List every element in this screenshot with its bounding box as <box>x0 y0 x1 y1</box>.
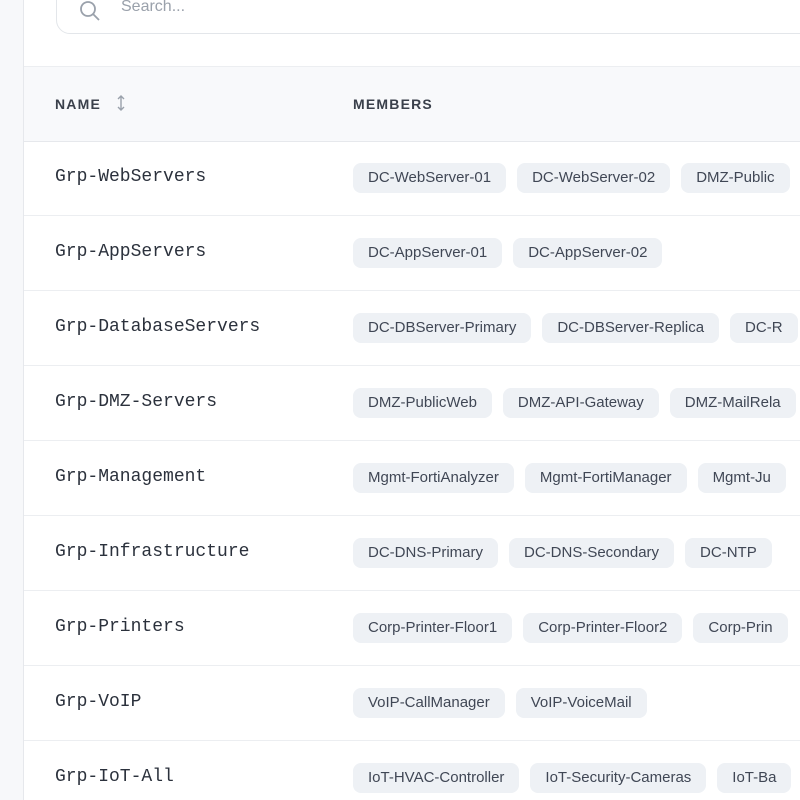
group-name: Grp-IoT-All <box>55 767 174 787</box>
member-chip: IoT-Ba <box>717 763 792 793</box>
member-chip: Corp-Prin <box>693 613 788 643</box>
member-chip: DC-AppServer-02 <box>513 238 663 268</box>
column-header: MEMBERS <box>353 96 433 112</box>
member-list: DC-AppServer-01 DC-AppServer-02 <box>353 238 663 268</box>
member-chip: Mgmt-Ju <box>697 463 786 493</box>
group-name: Grp-AppServers <box>55 242 207 262</box>
column-header[interactable]: NAME <box>55 96 102 112</box>
table-row: Grp-Infrastructure DC-DNS-Primary DC-DNS-S… <box>24 516 800 591</box>
member-chip: DC-DBServer-Primary <box>353 313 532 343</box>
member-list: Corp-Printer-Floor1 Corp-Printer-Floor2 Co… <box>353 613 788 643</box>
member-chip: DMZ-Public <box>681 163 790 193</box>
member-chip: DC-NTP <box>685 538 772 568</box>
search-placeholder: Search... <box>121 0 186 15</box>
member-chip: DC-WebServer-02 <box>517 163 671 193</box>
member-chip: DC-DNS-Primary <box>353 538 498 568</box>
member-list: VoIP-CallManager VoIP-VoiceMail <box>353 688 647 718</box>
member-chip: Corp-Printer-Floor1 <box>353 613 513 643</box>
group-name: Grp-Infrastructure <box>55 542 250 562</box>
group-name: Grp-WebServers <box>55 167 207 187</box>
table-row: Grp-AppServers DC-AppServer-01 DC-AppServe… <box>24 216 800 291</box>
table-row: Grp-DMZ-Servers DMZ-PublicWeb DMZ-API-Gate… <box>24 366 800 441</box>
member-chip: IoT-HVAC-Controller <box>353 763 520 793</box>
table-row: Grp-Management Mgmt-FortiAnalyzer Mgmt-For… <box>24 441 800 516</box>
table-row: Grp-DatabaseServers DC-DBServer-Primary DC… <box>24 291 800 366</box>
member-list: IoT-HVAC-Controller IoT-Security-Cameras I… <box>353 763 792 793</box>
member-list: DC-DBServer-Primary DC-DBServer-Replica DC… <box>353 313 798 343</box>
table-row: Grp-WebServers DC-WebServer-01 DC-WebServe… <box>24 141 800 216</box>
member-chip: VoIP-VoiceMail <box>515 688 647 718</box>
group-name: Grp-DMZ-Servers <box>55 392 218 412</box>
member-chip: DMZ-MailRela <box>669 388 796 418</box>
member-chip: DC-DBServer-Replica <box>542 313 720 343</box>
member-chip: DC-DNS-Secondary <box>509 538 675 568</box>
member-list: DC-DNS-Primary DC-DNS-Secondary DC-NTP <box>353 538 772 568</box>
group-name: Grp-DatabaseServers <box>55 317 261 337</box>
group-name: Grp-Management <box>55 467 207 487</box>
member-chip: DC-WebServer-01 <box>353 163 507 193</box>
member-chip: DMZ-PublicWeb <box>353 388 492 418</box>
member-list: DC-WebServer-01 DC-WebServer-02 DMZ-Public <box>353 163 790 193</box>
member-chip: DMZ-API-Gateway <box>502 388 659 418</box>
table-row: Grp-Printers Corp-Printer-Floor1 Corp-Prin… <box>24 591 800 666</box>
member-chip: DC-R <box>730 313 798 343</box>
main-panel: Search... NAME MEMBERS Grp-WebServers DC-… <box>23 0 800 800</box>
search-box[interactable]: Search... <box>56 0 800 34</box>
member-chip: DC-AppServer-01 <box>353 238 503 268</box>
member-chip: VoIP-CallManager <box>353 688 505 718</box>
member-list: DMZ-PublicWeb DMZ-API-Gateway DMZ-MailRela <box>353 388 796 418</box>
group-name: Grp-VoIP <box>55 692 142 712</box>
member-chip: Corp-Printer-Floor2 <box>523 613 683 643</box>
member-list: Mgmt-FortiAnalyzer Mgmt-FortiManager Mgmt-… <box>353 463 786 493</box>
table-row: Grp-VoIP VoIP-CallManager VoIP-VoiceMail <box>24 666 800 741</box>
sort-icon[interactable] <box>116 95 126 111</box>
group-name: Grp-Printers <box>55 617 185 637</box>
table-header: NAME MEMBERS <box>24 66 800 142</box>
member-chip: Mgmt-FortiManager <box>524 463 687 493</box>
member-chip: Mgmt-FortiAnalyzer <box>353 463 514 493</box>
search-icon <box>80 1 100 21</box>
table-row: Grp-IoT-All IoT-HVAC-Controller IoT-Securi… <box>24 741 800 800</box>
member-chip: IoT-Security-Cameras <box>530 763 707 793</box>
